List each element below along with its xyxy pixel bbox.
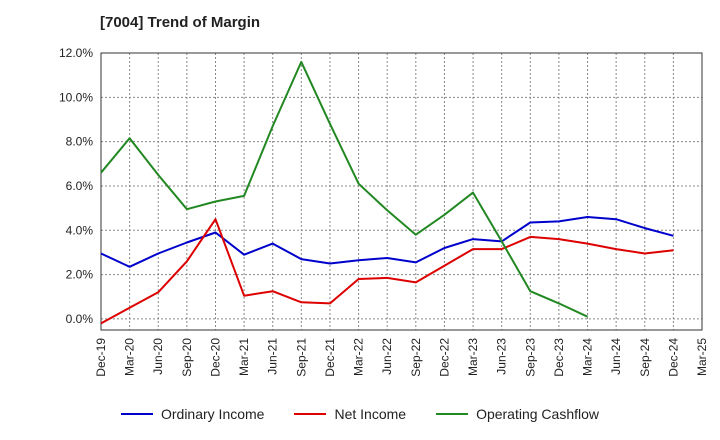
x-tick-label: Dec-23 [552, 338, 566, 377]
legend-label: Net Income [334, 406, 407, 422]
x-tick-label: Sep-21 [294, 338, 308, 377]
x-tick-label: Jun-23 [495, 338, 509, 375]
y-tick-label: 10.0% [59, 90, 93, 104]
x-tick-label: Jun-20 [151, 338, 165, 375]
x-tick-label: Sep-20 [180, 338, 194, 377]
x-tick-label: Dec-24 [666, 338, 680, 377]
legend-item-operating-cashflow: Operating Cashflow [436, 406, 599, 422]
x-axis-tick-labels: Dec-19 Mar-20 Jun-20 Sep-20 Dec-20 Mar-21 Jun-… [94, 338, 709, 377]
chart-legend: Ordinary Income Net Income Operating Cashf… [0, 404, 720, 424]
operating-cashflow-line [100, 60, 588, 318]
x-tick-label: Mar-21 [237, 338, 251, 376]
y-tick-label: 8.0% [66, 135, 94, 149]
ordinary-income-line [100, 216, 674, 268]
legend-label: Operating Cashflow [476, 406, 600, 422]
x-tick-label: Mar-24 [581, 338, 595, 376]
y-tick-label: 6.0% [66, 179, 94, 193]
x-tick-label: Sep-23 [523, 338, 537, 377]
x-tick-label: Jun-21 [266, 338, 280, 375]
grid-lines [101, 52, 702, 330]
legend-swatch [436, 413, 469, 415]
y-tick-label: 12.0% [59, 46, 93, 60]
y-tick-label: 0.0% [66, 312, 94, 326]
y-tick-label: 2.0% [66, 268, 94, 282]
legend-swatch [294, 413, 327, 415]
x-tick-label: Mar-20 [123, 338, 137, 376]
x-tick-label: Mar-23 [466, 338, 480, 376]
net-income-line [100, 218, 674, 325]
legend-item-ordinary-income: Ordinary Income [120, 406, 265, 422]
y-axis-tick-labels: 0.0% 2.0% 4.0% 6.0% 8.0% 10.0% 12.0% [59, 46, 93, 326]
x-tick-label: Mar-22 [352, 338, 366, 376]
x-tick-label: Sep-24 [638, 338, 652, 377]
y-tick-label: 4.0% [66, 223, 94, 237]
x-tick-label: Jun-24 [609, 338, 623, 375]
chart-title: [7004] Trend of Margin [100, 14, 261, 31]
legend-label: Ordinary Income [160, 406, 265, 422]
x-tick-label: Mar-25 [695, 338, 709, 376]
x-tick-label: Dec-22 [437, 338, 451, 377]
series-lines [100, 60, 674, 325]
x-tick-label: Dec-21 [323, 338, 337, 377]
x-tick-label: Dec-19 [94, 338, 108, 377]
x-tick-label: Sep-22 [409, 338, 423, 377]
legend-item-net-income: Net Income [294, 406, 406, 422]
plot-area-frame [100, 52, 703, 331]
legend-swatch [120, 413, 153, 415]
x-tick-label: Dec-20 [208, 338, 222, 377]
x-tick-label: Jun-22 [380, 338, 394, 375]
